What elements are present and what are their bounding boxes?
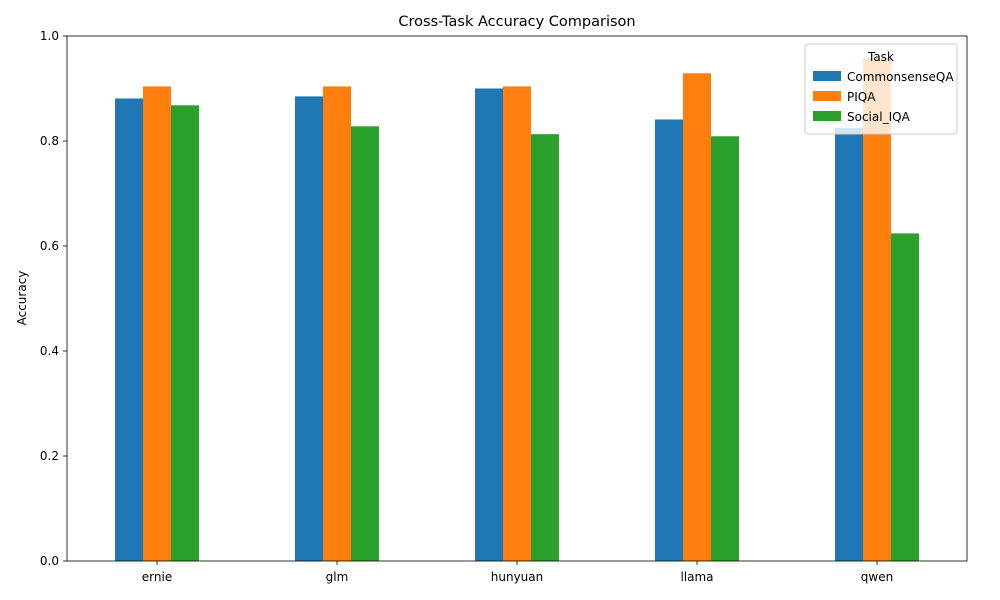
legend-swatch <box>813 91 841 101</box>
x-tick-label: hunyuan <box>491 570 543 584</box>
bar-piqa-llama <box>683 73 711 562</box>
legend-label: CommonsenseQA <box>847 70 954 84</box>
bar-piqa-glm <box>323 86 351 562</box>
bar-commonsenseqa-glm <box>295 96 323 561</box>
y-tick-label: 0.8 <box>40 134 59 148</box>
legend-label: PIQA <box>847 90 876 104</box>
y-tick-label: 0.6 <box>40 239 59 253</box>
chart-title: Cross-Task Accuracy Comparison <box>398 14 635 30</box>
legend-swatch <box>813 111 841 121</box>
legend-title: Task <box>867 50 894 64</box>
y-axis-label: Accuracy <box>15 271 29 326</box>
y-tick-label: 1.0 <box>40 29 59 43</box>
plot-frame <box>66 35 968 562</box>
bar-social-iqa-glm <box>351 126 379 562</box>
bar-social-iqa-ernie <box>171 105 199 562</box>
x-tick-label: llama <box>680 570 713 584</box>
bar-commonsenseqa-llama <box>655 119 683 561</box>
y-tick-label: 0.2 <box>40 449 59 463</box>
y-tick-label: 0.4 <box>40 344 59 358</box>
bar-social-iqa-hunyuan <box>531 134 559 562</box>
bar-social-iqa-qwen <box>891 233 919 561</box>
y-tick-label: 0.0 <box>40 554 59 568</box>
bar-social-iqa-llama <box>711 136 739 561</box>
bars-layer <box>115 58 919 562</box>
bar-commonsenseqa-hunyuan <box>475 88 503 561</box>
x-tick-label: qwen <box>861 570 893 584</box>
legend-box <box>804 43 958 135</box>
legend-swatch <box>813 71 841 81</box>
legend: Task CommonsenseQA PIQA Social_IQA <box>804 43 958 135</box>
legend-label: Social_IQA <box>847 110 911 124</box>
x-tick-label: glm <box>326 570 349 584</box>
bar-commonsenseqa-qwen <box>835 127 863 561</box>
bar-commonsenseqa-ernie <box>115 98 143 561</box>
bar-piqa-hunyuan <box>503 86 531 562</box>
x-tick-label: ernie <box>142 570 172 584</box>
axes-layer: ernie glm hunyuan llama qwen 0.0 0.2 0.4 0.6 0.8 1… <box>40 29 968 584</box>
bar-piqa-ernie <box>143 86 171 562</box>
bar-piqa-qwen <box>863 58 891 562</box>
